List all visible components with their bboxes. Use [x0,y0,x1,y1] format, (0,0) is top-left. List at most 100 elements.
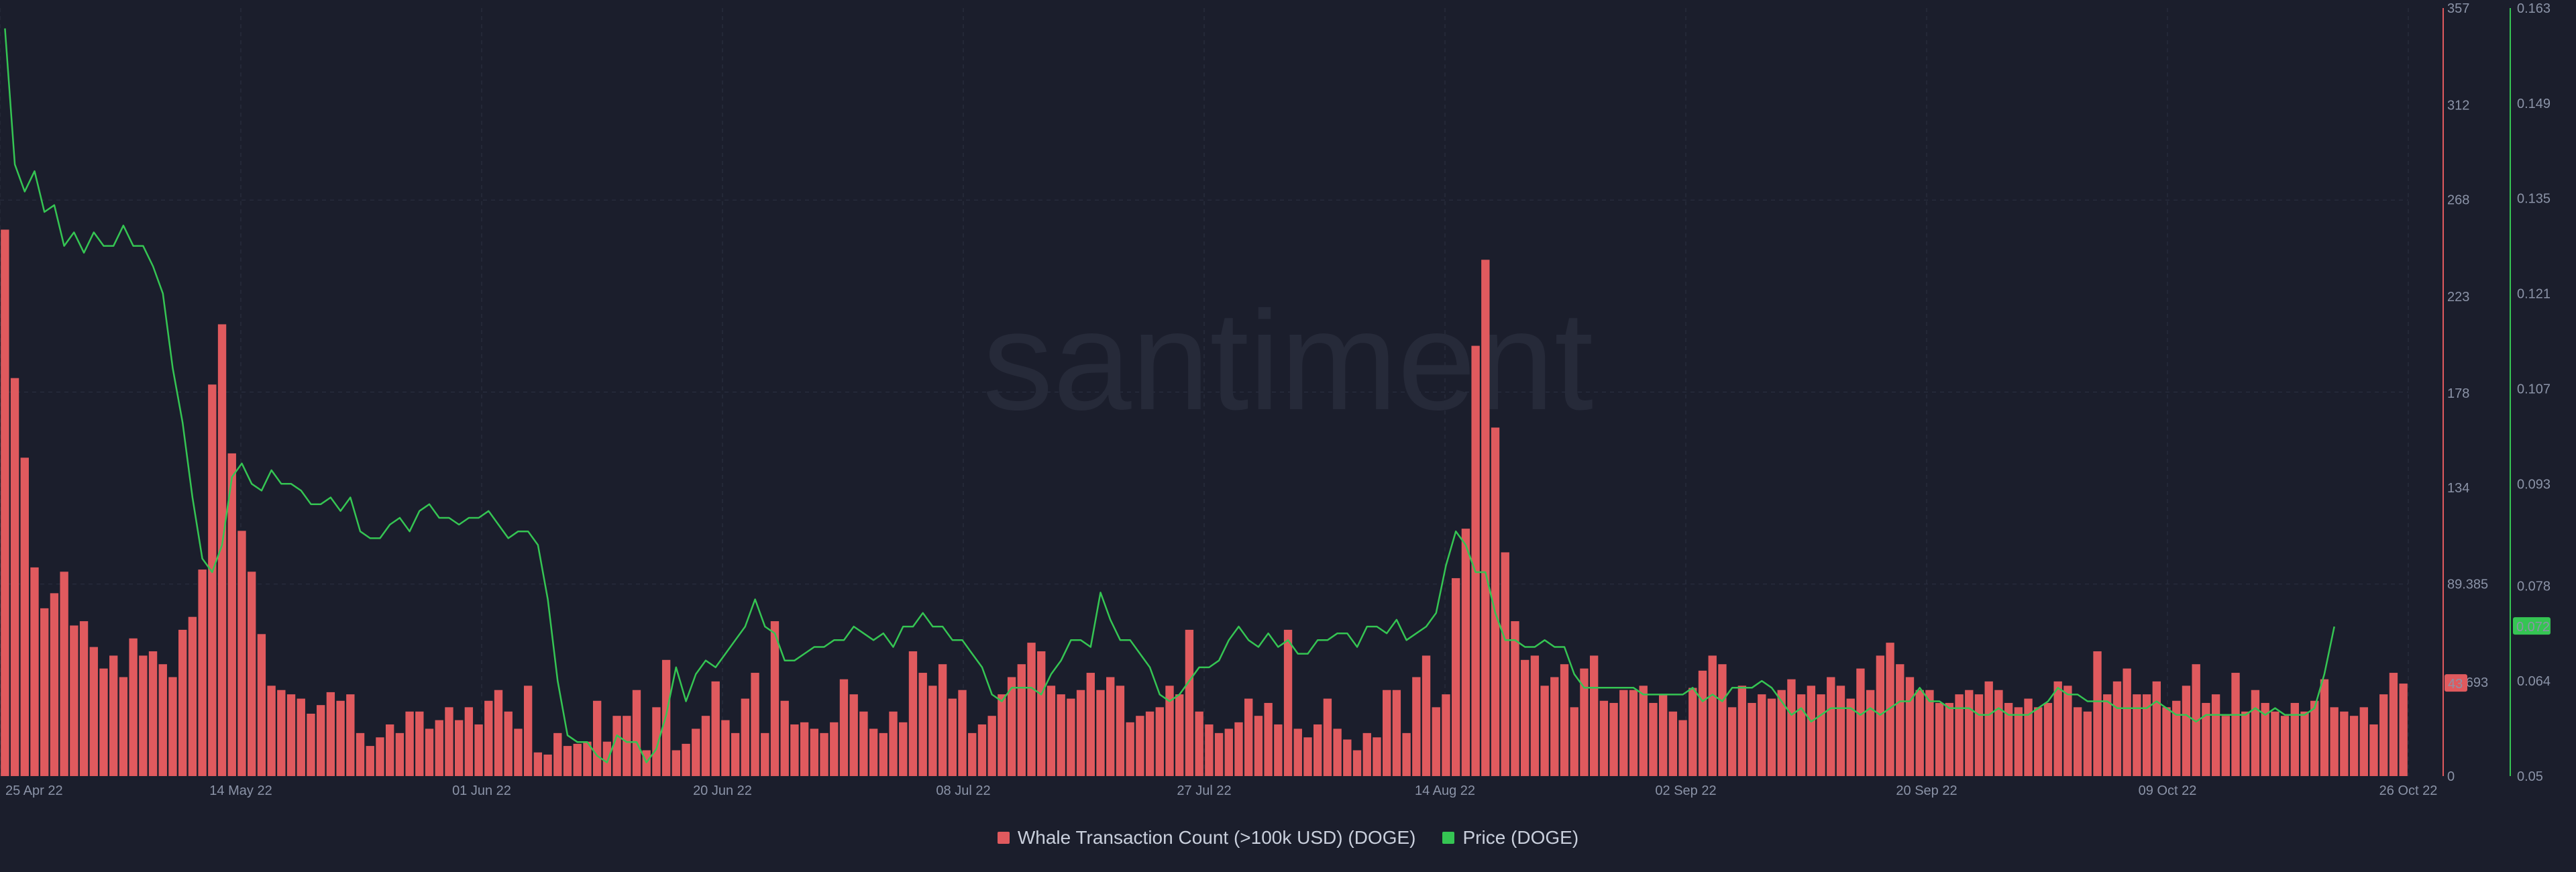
whale-bar [1520,659,1529,776]
whale-bar [731,732,740,776]
x-axis-ticks: 25 Apr 22 14 May 22 01 Jun 22 20 Jun 22 08 J… [5,783,2437,798]
x-tick-label: 20 Jun 22 [693,783,752,798]
whale-bar [1896,664,1904,776]
whale-bar [1974,694,1984,776]
whale-bar [623,716,631,776]
price-tick-label: 0.05 [2517,769,2543,784]
whale-bar [70,625,78,776]
price-tick-label: 0.093 [2517,477,2551,492]
whale-bar [602,741,612,776]
whale-swatch [997,832,1010,844]
whale-bar [2359,707,2368,776]
legend-item-price[interactable]: Price (DOGE) [1442,827,1578,849]
whale-bar [1580,668,1589,776]
whale-bar [1254,716,1263,776]
whale-bar [356,732,365,776]
whale-bar [1165,686,1174,776]
x-tick-label: 14 Aug 22 [1415,783,1475,798]
whale-current-value: 43 [2448,677,2463,692]
whale-bar [1116,686,1125,776]
price-tick-label: 0.064 [2517,674,2551,689]
whale-bar [1224,728,1233,776]
whale-bar [1264,702,1273,776]
whale-bar [494,690,503,776]
whale-bar [2290,702,2299,776]
whale-bar [326,692,335,776]
whale-bar [859,711,868,776]
whale-bar [1086,673,1095,776]
whale-bar [277,690,286,776]
whale-bar [1915,690,1924,776]
whale-bar [385,724,394,776]
whale-bar [1767,698,1776,776]
whale-bar [1145,711,1155,776]
whale-bar [1491,427,1500,776]
whale-bar [2231,673,2240,776]
whale-bar [1737,686,1747,776]
whale-bar [1876,655,1885,776]
whale-bar [2211,694,2220,776]
whale-bar [1432,707,1440,776]
whale-bar [1046,686,1056,776]
whale-bars[interactable] [1,229,2408,777]
whale-bar [89,647,98,776]
whale-bar [1856,668,1865,776]
price-tick-label: 0.107 [2517,382,2551,396]
whale-bar [889,711,898,776]
x-tick-label: 25 Apr 22 [5,783,63,798]
whale-bar [346,694,355,776]
whale-bar [1727,707,1737,776]
whale-bar [1007,677,1016,776]
whale-bar [1777,690,1786,776]
price-current-value: 0.072 [2516,620,2550,635]
whale-bar [10,378,19,776]
whale-bar [741,698,750,776]
legend-item-whale[interactable]: Whale Transaction Count (>100k USD) (DOG… [997,827,1415,849]
whale-bar [2300,711,2309,776]
price-tick-label: 0.121 [2517,287,2551,302]
whale-bar [1421,655,1431,776]
whale-bar [267,686,276,776]
whale-bar [2112,681,2122,776]
whale-bar [188,616,197,776]
whale-bar [523,686,533,776]
x-tick-label: 08 Jul 22 [936,783,990,798]
whale-bar [1037,651,1046,776]
whale-bar [632,690,641,776]
whale-bar [2192,664,2200,776]
whale-bar [1965,690,1974,776]
whale-bar [1362,732,1371,776]
whale-bar [79,621,89,776]
whale-bar [1323,698,1332,776]
whale-bar [1817,694,1825,776]
whale-bar [2221,716,2230,776]
grid [0,8,2409,776]
whale-bar [1392,690,1401,776]
whale-bar [50,593,59,776]
whale-bar [583,741,592,776]
whale-bar [987,716,996,776]
whale-bar [1905,677,1915,776]
whale-bar [800,722,809,776]
whale-bar [810,728,819,776]
price-axis-ticks: 0.163 0.149 0.135 0.121 0.107 0.093 0.078 0.064… [2517,1,2551,784]
whale-bar [1126,722,1134,776]
whale-bar [2320,679,2329,776]
whale-bar [1758,694,1766,776]
whale-bar [780,700,789,776]
whale-bar [1383,690,1391,776]
price-current-badge [2513,617,2551,635]
price-line[interactable] [4,28,2335,763]
whale-bar [2083,711,2092,776]
whale-bar [1678,720,1687,776]
whale-bar [928,686,937,776]
whale-bar [1442,694,1450,776]
whale-tick-label: 312 [2447,98,2469,113]
whale-bar [2271,711,2279,776]
whale-bar [1846,698,1855,776]
whale-bar [1639,686,1648,776]
whale-bar [1352,750,1362,776]
whale-bar [2202,702,2210,776]
whale-tick-label: 0 [2447,769,2455,784]
